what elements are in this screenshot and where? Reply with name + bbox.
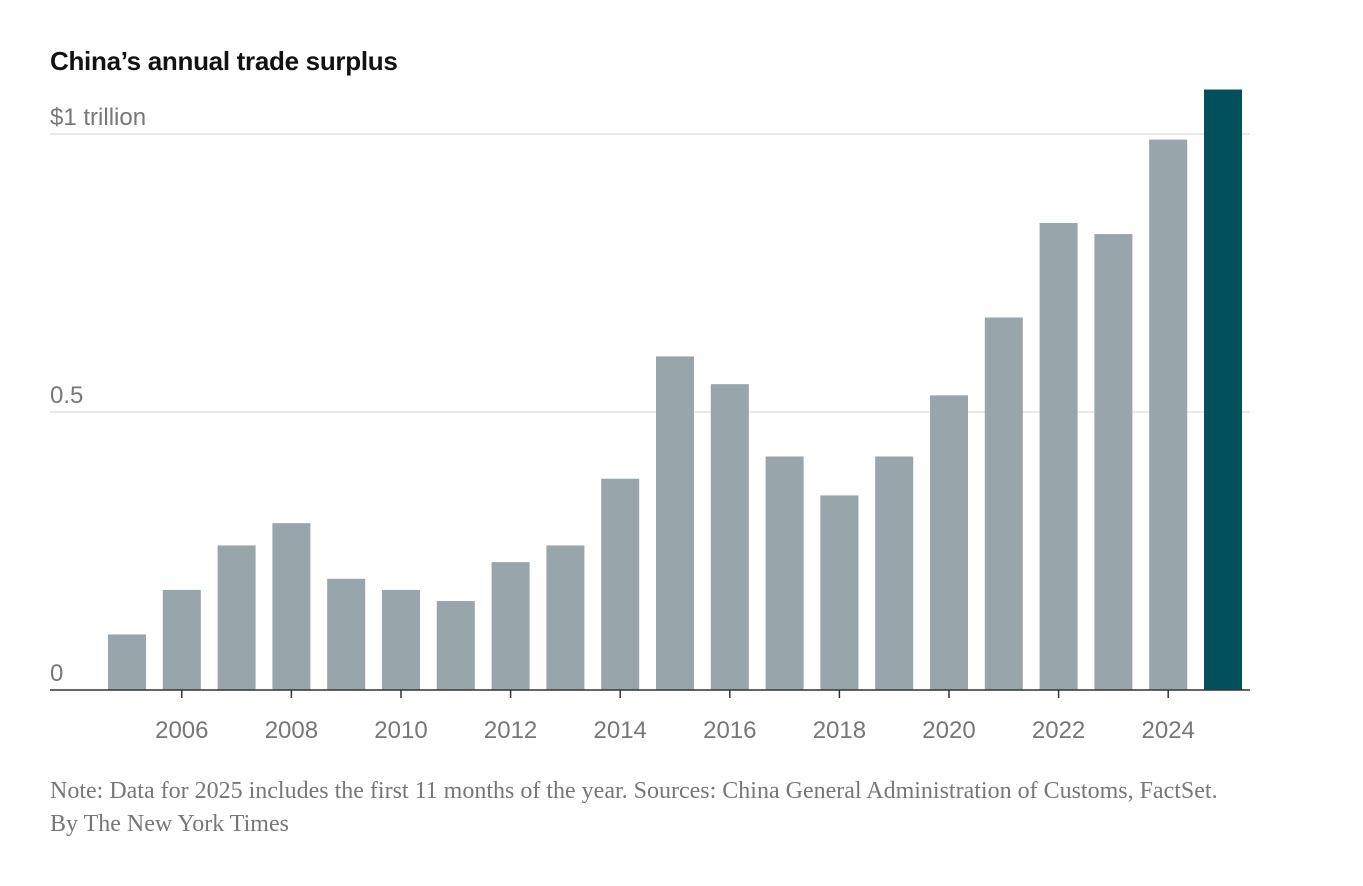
x-tick-label: 2016 xyxy=(703,717,756,744)
chart-title: China’s annual trade surplus xyxy=(50,46,398,76)
x-tick-label: 2008 xyxy=(265,717,318,744)
x-tick-label: 2010 xyxy=(374,717,427,744)
bar-2012 xyxy=(491,562,530,690)
bar-2021 xyxy=(984,317,1023,690)
bar-2022 xyxy=(1039,222,1078,690)
bar-2018 xyxy=(820,495,859,690)
bar-2017 xyxy=(765,456,804,690)
bar-2016 xyxy=(710,384,749,690)
bar-2007 xyxy=(217,545,256,690)
bar-2009 xyxy=(327,578,366,690)
bar-2008 xyxy=(272,523,311,690)
x-tick-label: 2006 xyxy=(155,717,208,744)
bar-2015 xyxy=(656,356,694,690)
x-tick-label: 2024 xyxy=(1142,717,1195,744)
y-tick-label: 0 xyxy=(50,660,63,687)
y-tick-label: 0.5 xyxy=(50,382,83,409)
bar-2013 xyxy=(546,545,585,690)
bar-2020 xyxy=(930,395,968,690)
bar-2023 xyxy=(1094,234,1133,690)
bar-2010 xyxy=(382,589,420,690)
bar-2024 xyxy=(1149,139,1188,690)
y-tick-label: $1 trillion xyxy=(50,104,146,131)
chart-note: Note: Data for 2025 includes the first 1… xyxy=(50,778,1218,837)
bar-2019 xyxy=(875,456,914,690)
x-tick-label: 2018 xyxy=(813,717,866,744)
bar-2014 xyxy=(601,478,640,690)
bar-2005 xyxy=(108,634,146,690)
bar-2025 xyxy=(1204,89,1242,690)
x-tick-label: 2014 xyxy=(594,717,647,744)
x-tick-label: 2012 xyxy=(484,717,537,744)
bar-2011 xyxy=(436,601,475,690)
x-tick-label: 2020 xyxy=(922,717,975,744)
bar-2006 xyxy=(162,589,201,690)
x-tick-label: 2022 xyxy=(1032,717,1085,744)
